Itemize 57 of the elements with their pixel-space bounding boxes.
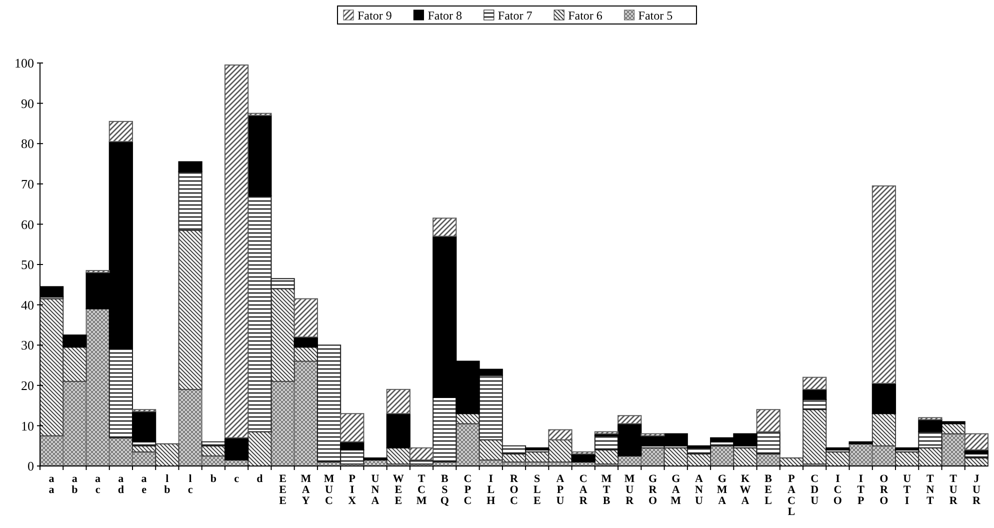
x-tick-label: GMA [716,473,728,507]
x-tick-label: ORO [880,473,889,507]
x-tick-label: EEE [279,473,286,507]
x-tick-label: JUR [972,473,982,507]
x-tick-label: GRO [648,473,658,507]
x-tick-label: BSQ [440,473,450,507]
x-tick-label: c [234,473,240,485]
x-tick-label: MUR [624,473,636,507]
x-tick-label: UTI [903,473,912,507]
x-tick-label: lc [188,473,193,496]
y-tick-label: 20 [21,378,34,393]
x-tick-label: CPC [464,473,472,507]
y-tick-label: 100 [14,56,34,71]
x-tick-label: PIX [348,473,356,507]
x-tick-label: b [210,473,216,485]
x-tick-label: ac [95,473,102,496]
x-tick-label: BEL [764,473,773,507]
legend-label: Fator 5 [638,8,673,22]
x-tick-label: TNT [926,473,935,507]
y-tick-label: 0 [28,458,34,474]
legend-label: Fator 6 [568,8,602,22]
x-tick-label: UNA [371,473,380,507]
y-tick-label: 60 [21,216,34,232]
x-tick-label: APU [556,473,564,507]
x-tick-label: ad [118,473,124,496]
legend-label: Fator 9 [358,8,392,22]
legend-label: Fator 8 [428,8,462,22]
x-tick-label: MAY [300,473,312,507]
x-tick-label: CDU [810,473,819,507]
x-tick-label: TUR [949,473,958,507]
x-tick-label: aa [48,473,55,496]
x-tick-label: SLE [533,473,541,507]
x-tick-label: ILH [486,473,496,507]
x-tick-label: KWA [740,473,751,507]
x-tick-label: WEE [392,473,404,507]
y-tick-label: 90 [21,96,34,111]
x-tick-label: lb [164,473,170,496]
y-tick-label: 50 [21,257,34,272]
x-tick-label: MUC [324,473,335,507]
x-tick-label: ae [141,473,148,496]
legend-label: Fator 7 [498,8,532,22]
x-tick-label: TCM [416,473,428,507]
y-tick-label: 40 [21,297,34,312]
x-tick-label: ANU [695,473,703,507]
y-tick-label: 30 [21,338,34,353]
y-tick-label: 10 [21,418,34,434]
y-tick-label: 80 [21,136,34,152]
x-tick-label: MTB [601,473,612,507]
x-tick-label: ITP [857,473,866,507]
y-tick-label: 70 [21,176,34,192]
x-tick-label: d [256,473,263,485]
x-tick-label: ICO [833,473,842,507]
x-tick-label: ROC [510,473,520,507]
x-tick-label: PACL [787,473,796,518]
x-tick-label: GAM [670,473,682,507]
x-tick-label: ab [72,473,78,496]
x-tick-label: CAR [579,473,588,507]
